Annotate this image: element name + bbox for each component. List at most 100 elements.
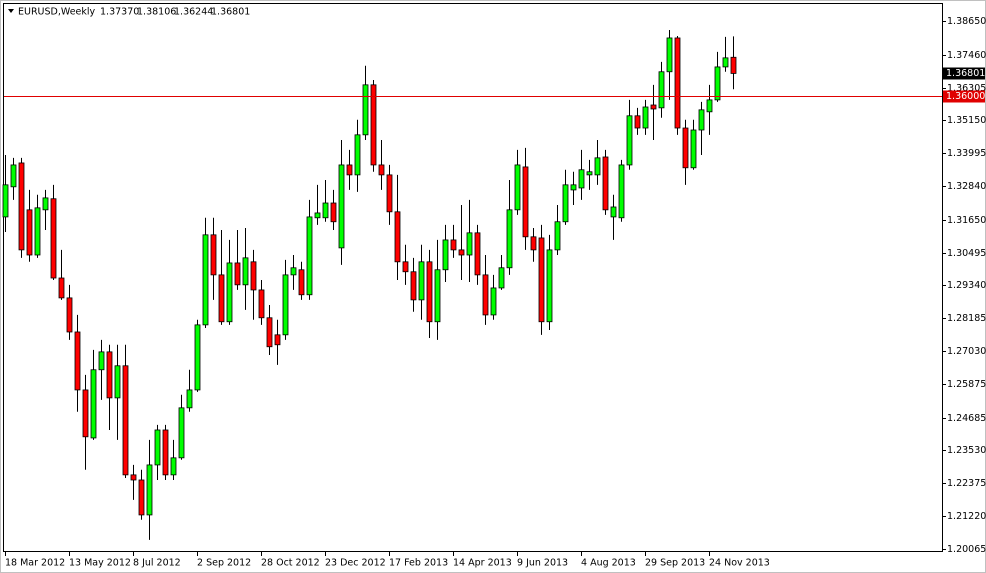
- candle-body: [506, 209, 513, 269]
- candle-body: [722, 57, 729, 68]
- candle-body: [570, 184, 577, 191]
- x-tick-label: 8 Jul 2012: [133, 558, 181, 569]
- y-tick-label: 1.30495: [947, 248, 986, 259]
- candle-body: [666, 37, 673, 73]
- x-tick-label: 13 May 2012: [69, 558, 131, 569]
- y-tick-label: 1.22375: [947, 478, 986, 489]
- candle-body: [98, 351, 105, 371]
- candle-body: [2, 184, 9, 218]
- candle-body: [434, 269, 441, 323]
- candle-body: [538, 237, 545, 323]
- candle-body: [234, 262, 241, 286]
- candle-body: [26, 209, 33, 256]
- candle-body: [378, 164, 385, 176]
- candle-body: [242, 257, 249, 286]
- candle-body: [266, 317, 273, 348]
- x-tick-label: 28 Oct 2012: [261, 558, 320, 569]
- candle-body: [298, 269, 305, 296]
- candle-body: [330, 202, 337, 223]
- x-tick-label: 14 Apr 2013: [453, 558, 512, 569]
- candle-body: [114, 365, 121, 399]
- candle-body: [202, 234, 209, 326]
- x-tick-label: 2 Sep 2012: [197, 558, 251, 569]
- candle-body: [730, 56, 737, 74]
- candle-body: [354, 134, 361, 176]
- candle-body: [250, 261, 257, 291]
- y-tick-label: 1.38650: [947, 16, 986, 27]
- candle-body: [122, 365, 129, 476]
- candle-body: [314, 212, 321, 219]
- candle-body: [554, 221, 561, 251]
- candle-body: [634, 115, 641, 129]
- candle-body: [178, 407, 185, 459]
- x-tick-label: 18 Mar 2012: [5, 558, 65, 569]
- price-line-tag: [943, 90, 985, 103]
- candle-body: [138, 479, 145, 516]
- candle-body: [170, 457, 177, 476]
- x-tick-label: 29 Sep 2013: [645, 558, 705, 569]
- candle-body: [10, 164, 17, 188]
- y-tick-label: 1.20065: [947, 544, 986, 555]
- candle-body: [362, 84, 369, 136]
- menu-arrow[interactable]: [8, 9, 14, 13]
- candle-body: [474, 232, 481, 276]
- candle-body: [386, 174, 393, 213]
- y-tick-label: 1.35150: [947, 115, 986, 126]
- candle-body: [418, 261, 425, 301]
- candle-body: [74, 331, 81, 391]
- candle-body: [106, 351, 113, 399]
- y-tick-label: 1.24685: [947, 413, 986, 424]
- candle-body: [594, 157, 601, 176]
- candle-body: [562, 184, 569, 223]
- price-line-label: 1.36000: [946, 91, 985, 102]
- candle-body: [90, 369, 97, 439]
- candle-body: [466, 232, 473, 256]
- candle-body: [530, 236, 537, 251]
- y-tick-label: 1.33995: [947, 148, 986, 159]
- candle-body: [586, 171, 593, 176]
- x-tick-label: 23 Dec 2012: [325, 558, 386, 569]
- candle-body: [34, 207, 41, 256]
- y-tick-label: 1.28185: [947, 313, 986, 324]
- candle-body: [658, 71, 665, 109]
- candle-body: [258, 289, 265, 319]
- candle-body: [42, 197, 49, 211]
- candle-body: [130, 474, 137, 481]
- y-tick-label: 1.21220: [947, 511, 986, 522]
- candle-body: [306, 216, 313, 296]
- last-price-tag: [943, 67, 985, 80]
- y-tick-label: 1.37460: [947, 50, 986, 61]
- y-tick-label: 1.27030: [947, 346, 986, 357]
- candle-body: [290, 267, 297, 276]
- candle-body: [578, 169, 585, 189]
- candle-body: [282, 274, 289, 336]
- plot-frame: [3, 3, 943, 552]
- candle-body: [186, 389, 193, 409]
- candle-body: [618, 164, 625, 219]
- y-tick-label: 1.32840: [947, 181, 986, 192]
- y-tick-label: 1.23530: [947, 445, 986, 456]
- y-tick-label: 1.29340: [947, 280, 986, 291]
- candle-body: [50, 198, 57, 279]
- candle-body: [322, 202, 329, 219]
- candle-body: [58, 277, 65, 299]
- candle-body: [690, 129, 697, 169]
- candle-body: [226, 262, 233, 323]
- candle-body: [714, 66, 721, 101]
- candle-body: [218, 274, 225, 323]
- candle-body: [450, 239, 457, 251]
- candle-body: [682, 127, 689, 169]
- candle-body: [522, 166, 529, 238]
- candle-body: [642, 106, 649, 129]
- header-close: 1.36801: [211, 7, 250, 18]
- candle-body: [162, 429, 169, 476]
- candle-body: [66, 297, 73, 333]
- candle-body: [674, 37, 681, 129]
- candle-body: [426, 261, 433, 323]
- y-tick-label: 1.25875: [947, 379, 986, 390]
- header-open: 1.37370: [100, 7, 139, 18]
- last-price-label: 1.36801: [946, 68, 985, 79]
- candle-body: [458, 249, 465, 256]
